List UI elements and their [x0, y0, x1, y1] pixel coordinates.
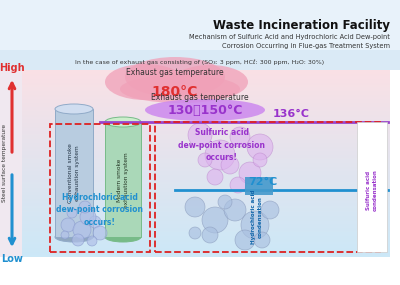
- Circle shape: [198, 153, 212, 167]
- Bar: [0, 70, 22, 257]
- Circle shape: [188, 123, 212, 147]
- Ellipse shape: [145, 99, 265, 121]
- Text: In the case of exhaust gas consisting of (SO₃: 3 ppm, HCℓ: 300 ppm, H₂O: 30%): In the case of exhaust gas consisting of…: [76, 59, 324, 65]
- Bar: [55, 109, 93, 237]
- Circle shape: [207, 169, 223, 185]
- Ellipse shape: [55, 104, 93, 114]
- Circle shape: [185, 197, 205, 217]
- Bar: [0, 50, 400, 70]
- Text: 180°C: 180°C: [152, 85, 198, 99]
- Bar: [50, 124, 150, 252]
- Ellipse shape: [105, 232, 141, 242]
- Circle shape: [73, 221, 91, 239]
- Circle shape: [218, 195, 232, 209]
- Circle shape: [202, 227, 218, 243]
- Text: Hydrochloric acid
condensation: Hydrochloric acid condensation: [252, 190, 263, 244]
- Circle shape: [72, 234, 84, 246]
- Ellipse shape: [120, 75, 240, 103]
- Circle shape: [239, 162, 261, 184]
- Circle shape: [202, 207, 228, 233]
- Circle shape: [247, 134, 273, 160]
- Circle shape: [254, 232, 270, 248]
- Circle shape: [235, 230, 255, 250]
- Bar: [245, 177, 273, 195]
- Ellipse shape: [125, 57, 225, 97]
- Text: Steel surface temperature: Steel surface temperature: [2, 124, 8, 202]
- Circle shape: [205, 140, 235, 170]
- Text: 72°C: 72°C: [248, 177, 277, 187]
- Text: Corrosion Occurring in Flue-gas Treatment System: Corrosion Occurring in Flue-gas Treatmen…: [222, 43, 390, 49]
- Circle shape: [67, 208, 77, 218]
- Text: Conventional smoke
exhaustion system: Conventional smoke exhaustion system: [68, 143, 80, 203]
- Circle shape: [230, 127, 250, 147]
- Text: Exhaust gas temperature: Exhaust gas temperature: [126, 68, 224, 77]
- Bar: [105, 122, 141, 237]
- Text: Exhaust gas temperature: Exhaust gas temperature: [151, 93, 249, 102]
- Bar: [0, 0, 400, 50]
- Circle shape: [61, 231, 69, 239]
- Circle shape: [93, 226, 107, 240]
- Text: Low: Low: [1, 254, 23, 264]
- Circle shape: [87, 236, 97, 246]
- Text: Sulfuric acid
dew-point corrosion
occurs!: Sulfuric acid dew-point corrosion occurs…: [178, 128, 266, 162]
- Text: Sulfuric acid
condensation: Sulfuric acid condensation: [366, 169, 378, 211]
- Bar: [155, 122, 380, 252]
- Text: 136°C: 136°C: [273, 109, 310, 119]
- Text: 130～150°C: 130～150°C: [167, 105, 243, 117]
- Text: Waste Incineration Facility: Waste Incineration Facility: [213, 19, 390, 32]
- Ellipse shape: [172, 65, 248, 99]
- Bar: [357, 122, 387, 252]
- Circle shape: [230, 177, 246, 193]
- Circle shape: [61, 218, 75, 232]
- Circle shape: [80, 209, 96, 225]
- Text: Hydrochloric acid
dew-point corrosion
occurs!: Hydrochloric acid dew-point corrosion oc…: [56, 193, 144, 227]
- Ellipse shape: [55, 232, 93, 242]
- Circle shape: [221, 156, 239, 174]
- Text: High: High: [0, 63, 25, 73]
- Circle shape: [189, 227, 201, 239]
- Circle shape: [253, 153, 267, 167]
- Circle shape: [241, 211, 269, 239]
- Ellipse shape: [105, 117, 141, 127]
- Circle shape: [79, 201, 91, 213]
- Text: Modern smoke
exhaustion system: Modern smoke exhaustion system: [118, 152, 129, 208]
- Circle shape: [89, 216, 101, 228]
- Circle shape: [224, 199, 246, 221]
- Text: Mechanism of Sulfuric Acid and Hydrochloric Acid Dew-point: Mechanism of Sulfuric Acid and Hydrochlo…: [189, 34, 390, 40]
- Ellipse shape: [105, 64, 185, 100]
- Polygon shape: [360, 235, 384, 252]
- Circle shape: [261, 201, 279, 219]
